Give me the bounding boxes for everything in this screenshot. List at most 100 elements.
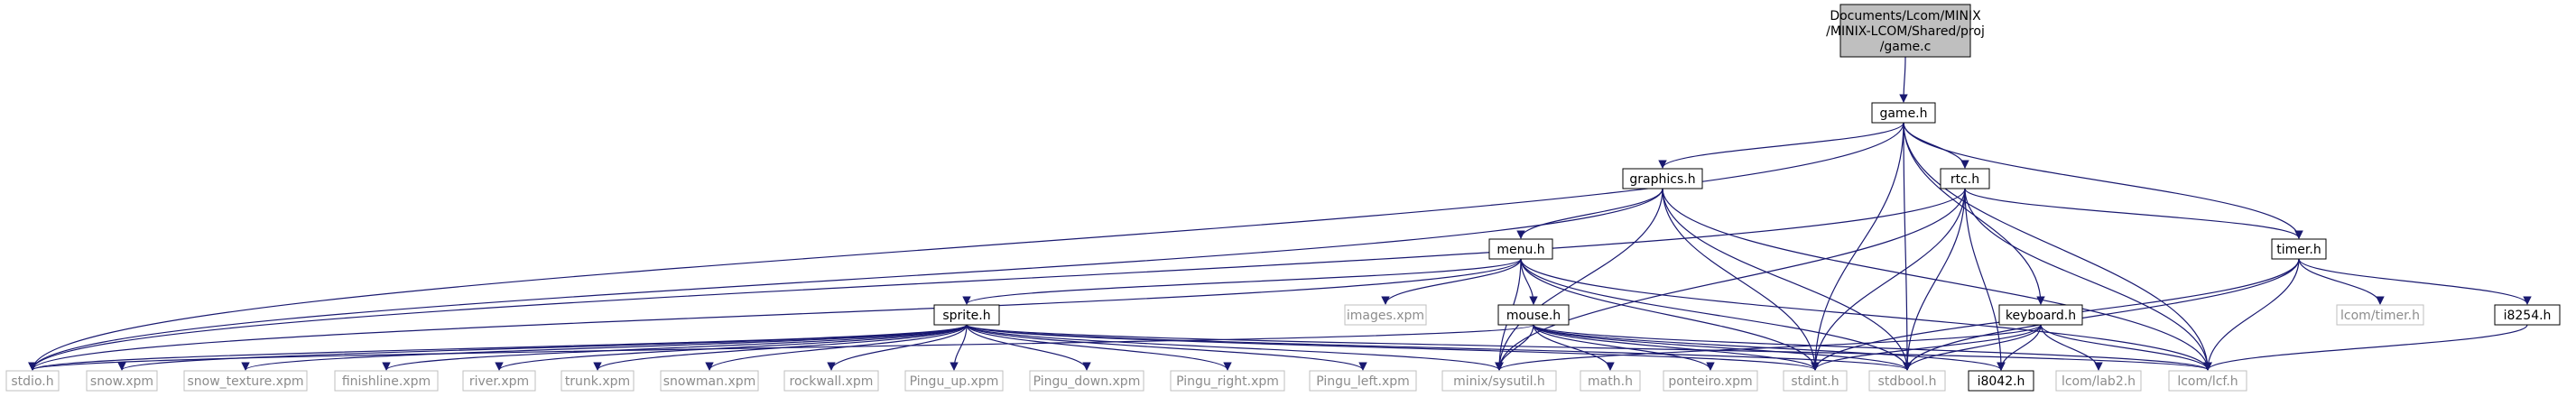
node-box	[1497, 304, 1570, 326]
edge-game_h-to-rtc_h	[1903, 122, 1969, 169]
edge-sprite_h-to-trunk_xpm	[593, 324, 968, 371]
node-box	[660, 370, 759, 392]
edge-game_h-to-stdint_h	[1811, 122, 1904, 371]
edge-sprite_h-to-river_xpm	[495, 324, 968, 371]
node-label: Pingu_right.xpm	[1176, 374, 1279, 389]
node-trunk-xpm: trunk.xpm	[561, 370, 635, 392]
node-timer-h[interactable]: timer.h	[2271, 238, 2327, 260]
edge-graphics_h-to-stdint_h	[1662, 188, 1820, 371]
node-box	[1344, 304, 1427, 326]
node-box	[1940, 168, 1990, 189]
node-stdint-h: stdint.h	[1783, 370, 1848, 392]
node-box	[1868, 370, 1946, 392]
node-box	[1871, 102, 1936, 124]
node-images-xpm: images.xpm	[1344, 304, 1427, 326]
edge-sprite_h-to-stdbool_h	[966, 324, 1912, 371]
node-menu-h[interactable]: menu.h	[1488, 238, 1553, 260]
node-label: lcom/timer.h	[2340, 309, 2420, 323]
edge-timer_h-to-i8254_h	[2298, 258, 2532, 305]
node-pingu-right-xpm: Pingu_right.xpm	[1170, 370, 1285, 392]
node-game-h[interactable]: game.h	[1871, 102, 1936, 124]
node-mouse-h[interactable]: mouse.h	[1497, 304, 1570, 326]
node-label: snow_texture.xpm	[187, 374, 303, 389]
edge-menu_h-to-lcom_lcf_h	[1520, 258, 2212, 371]
node-i8254-h[interactable]: i8254.h	[2494, 304, 2561, 326]
node-ponteiro-xpm: ponteiro.xpm	[1663, 370, 1758, 392]
node-root-label-line: /game.c	[1880, 40, 1932, 54]
edge-rtc_h-to-stdbool_h	[1903, 188, 1966, 371]
node-box	[933, 304, 1000, 326]
edge-game_h-to-stdbool_h	[1903, 122, 1912, 371]
edge-menu_h-to-stdbool_h	[1520, 258, 1912, 371]
node-box	[1622, 168, 1703, 189]
node-snow-texture-xpm: snow_texture.xpm	[183, 370, 308, 392]
node-stdio-h: stdio.h	[5, 370, 60, 392]
edge-game_h-to-graphics_h	[1658, 122, 1904, 169]
node-label: rockwall.xpm	[790, 374, 874, 389]
node-label: trunk.xpm	[565, 374, 630, 389]
node-pingu-left-xpm: Pingu_left.xpm	[1309, 370, 1417, 392]
edge-rtc_h-to-stdio_h	[28, 188, 1966, 371]
node-snowman-xpm: snowman.xpm	[660, 370, 759, 392]
node-box	[783, 370, 879, 392]
node-sprite-h[interactable]: sprite.h	[933, 304, 1000, 326]
edge-sprite_h-to-rockwall_xpm	[827, 324, 968, 371]
edge-mouse_h-to-stdbool_h	[1533, 324, 1912, 371]
edge-rtc_h-to-lcom_lcf_h	[1964, 188, 2212, 371]
node-label: sprite.h	[942, 309, 990, 323]
edge-mouse_h-to-lcom_lcf_h	[1533, 324, 2212, 371]
edge-menu_h-to-stdio_h	[28, 258, 1522, 371]
node-box	[1309, 370, 1417, 392]
node-label: menu.h	[1496, 243, 1544, 257]
node-label: stdint.h	[1791, 374, 1839, 389]
node-label: stdbool.h	[1878, 374, 1937, 389]
edge-graphics_h-to-menu_h	[1516, 188, 1663, 239]
node-box	[561, 370, 635, 392]
edge-mouse_h-to-i8042_h	[1533, 324, 2006, 371]
node-label: i8254.h	[2504, 309, 2552, 323]
edge-sprite_h-to-minix_sysutil_h	[966, 324, 1504, 371]
node-root-label-line: Documents/Lcom/MINIX	[1830, 9, 1981, 23]
node-box	[2336, 304, 2424, 326]
node-label: river.xpm	[469, 374, 529, 389]
node-rockwall-xpm: rockwall.xpm	[783, 370, 879, 392]
node-label: Pingu_down.xpm	[1033, 374, 1141, 389]
node-rtc-h[interactable]: rtc.h	[1940, 168, 1990, 189]
node-label: snowman.xpm	[663, 374, 756, 389]
node-keyboard-h[interactable]: keyboard.h	[1998, 304, 2083, 326]
node-label: math.h	[1588, 374, 1633, 389]
node-label: mouse.h	[1506, 309, 1561, 323]
node-label: stdio.h	[11, 374, 53, 389]
node-box	[2055, 370, 2142, 392]
node-label: Pingu_up.xpm	[910, 374, 999, 389]
node-label: snow.xpm	[90, 374, 153, 389]
edge-mouse_h-to-stdint_h	[1533, 324, 1820, 371]
node-label: minix/sysutil.h	[1453, 374, 1545, 389]
edge-sprite_h-to-pingu_left_xpm	[966, 324, 1367, 371]
edge-rtc_h-to-minix_sysutil_h	[1495, 188, 1966, 371]
edge-graphics_h-to-stdio_h	[28, 188, 1663, 371]
edge-sprite_h-to-snowman_xpm	[705, 324, 968, 371]
edge-sprite_h-to-lcom_lcf_h	[966, 324, 2212, 371]
node-lcom-lab2-h: lcom/lab2.h	[2055, 370, 2142, 392]
edge-graphics_h-to-stdbool_h	[1662, 188, 1912, 371]
node-pingu-up-xpm: Pingu_up.xpm	[904, 370, 1004, 392]
node-label: keyboard.h	[2006, 309, 2076, 323]
edge-graphics_h-to-minix_sysutil_h	[1495, 188, 1663, 371]
node-graphics-h[interactable]: graphics.h	[1622, 168, 1703, 189]
node-box	[1580, 370, 1641, 392]
node-box	[1170, 370, 1285, 392]
node-label: ponteiro.xpm	[1668, 374, 1752, 389]
node-box	[86, 370, 158, 392]
node-box	[2494, 304, 2561, 326]
node-i8042-h[interactable]: i8042.h	[1968, 370, 2034, 392]
nodes-layer: Documents/Lcom/MINIX/MINIX-LCOM/Shared/p…	[5, 4, 2561, 392]
node-root-game-c: Documents/Lcom/MINIX/MINIX-LCOM/Shared/p…	[1826, 4, 1985, 58]
node-box	[1998, 304, 2083, 326]
node-box	[1488, 238, 1553, 260]
node-finishline-xpm: finishline.xpm	[334, 370, 439, 392]
node-box	[1441, 370, 1557, 392]
edge-game_h-to-lcom_lcf_h	[1903, 122, 2212, 371]
node-box	[1663, 370, 1758, 392]
